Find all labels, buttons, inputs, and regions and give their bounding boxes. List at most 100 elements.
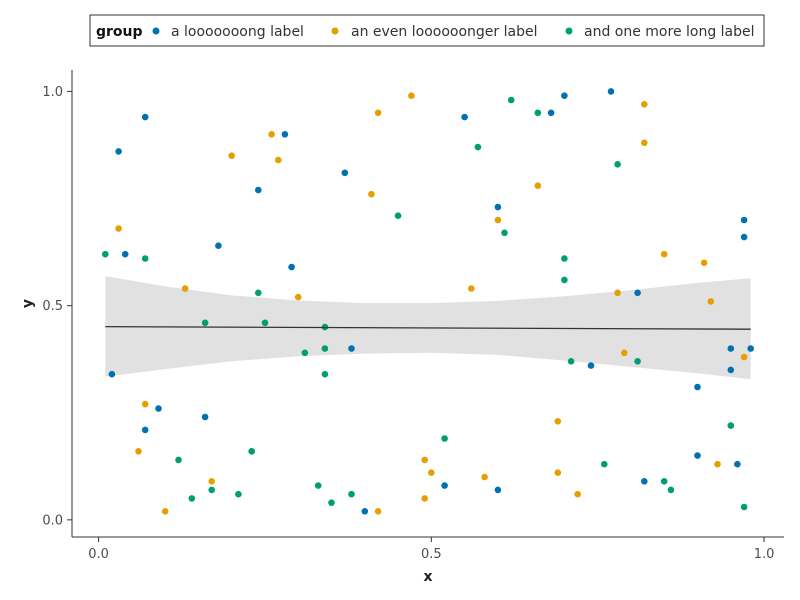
data-point-series2-7 (228, 152, 235, 159)
data-point-series1-5 (141, 113, 149, 121)
data-point-series1-31 (740, 233, 748, 241)
data-point-series3-2 (141, 255, 149, 262)
data-point-series2-3 (141, 400, 149, 408)
data-point-series1-10 (281, 131, 289, 138)
data-point-series3-13 (321, 345, 329, 352)
data-point-series2-19 (468, 285, 475, 292)
data-point-series1-23 (634, 289, 641, 297)
data-point-series3-33 (740, 503, 748, 511)
data-point-series2-25 (574, 490, 581, 498)
data-point-series3-20 (474, 143, 482, 151)
data-point-series1-25 (694, 383, 701, 391)
data-point-series2-22 (534, 182, 542, 189)
trend-line (105, 325, 751, 330)
data-point-series2-31 (700, 259, 708, 267)
data-point-series2-20 (481, 473, 488, 481)
data-point-series1-17 (494, 203, 502, 211)
legend-title: group (96, 24, 143, 40)
data-point-series1-15 (441, 482, 448, 489)
data-point-series2-28 (641, 101, 648, 108)
data-point-series3-31 (667, 486, 675, 494)
legend-label-1: a looooooong label (171, 24, 304, 40)
y-tick-label-1: 0.0 (42, 513, 63, 528)
data-point-series1-12 (341, 169, 349, 177)
data-point-series2-27 (621, 349, 628, 357)
data-point-series1-6 (155, 405, 162, 412)
data-point-series2-4 (161, 508, 169, 515)
data-point-series2-30 (660, 250, 668, 258)
data-point-series2-16 (421, 456, 429, 464)
data-point-series3-26 (567, 358, 575, 365)
data-point-series1-21 (587, 362, 595, 369)
data-point-series2-35 (740, 353, 748, 361)
data-point-series3-21 (501, 229, 508, 237)
legend-marker-3 (565, 27, 573, 35)
data-point-series2-12 (368, 190, 375, 198)
data-point-series2-26 (614, 289, 621, 297)
y-tick-label-2: 0.5 (42, 299, 63, 314)
data-point-series1-11 (288, 263, 295, 271)
data-point-series1-30 (740, 216, 748, 224)
data-point-series3-10 (261, 319, 269, 327)
data-point-series2-21 (494, 216, 502, 224)
data-point-series3-7 (235, 490, 242, 498)
data-point-series3-5 (201, 319, 209, 327)
data-point-series3-19 (441, 435, 448, 442)
data-point-series2-10 (275, 156, 282, 164)
data-point-series3-12 (314, 482, 322, 489)
data-point-series3-3 (175, 456, 182, 464)
legend-marker-2 (331, 27, 339, 35)
data-point-series3-9 (254, 289, 262, 297)
data-point-series3-8 (248, 448, 255, 455)
data-point-series3-16 (328, 499, 335, 507)
x-tick-label-1: 0.0 (88, 547, 109, 562)
data-point-series3-11 (301, 349, 309, 357)
data-point-series2-2 (135, 448, 142, 455)
data-point-series3-24 (561, 276, 568, 284)
data-point-series3-27 (601, 460, 608, 468)
y-axis-title: y (20, 299, 36, 308)
data-point-series3-4 (188, 495, 196, 502)
data-point-series1-4 (141, 426, 149, 434)
data-point-series2-13 (374, 109, 382, 117)
data-point-series2-29 (641, 139, 648, 147)
data-point-series1-13 (348, 345, 355, 352)
data-point-series1-19 (547, 109, 555, 117)
data-point-series2-24 (554, 469, 562, 477)
data-point-series1-24 (641, 478, 648, 485)
data-point-series1-3 (121, 250, 129, 258)
data-point-series3-25 (561, 255, 568, 262)
data-point-series3-29 (634, 358, 641, 365)
legend-marker-1 (152, 27, 160, 35)
data-point-series2-33 (714, 460, 721, 468)
data-point-series2-11 (294, 293, 302, 301)
data-point-series1-1 (108, 370, 116, 378)
legend-label-2: an even loooooonger label (351, 24, 537, 40)
data-point-series1-29 (734, 460, 741, 468)
data-point-series1-2 (115, 148, 122, 155)
data-point-series1-26 (694, 452, 701, 459)
data-point-series3-28 (614, 161, 621, 168)
data-point-series1-27 (727, 345, 735, 352)
data-point-series2-17 (421, 495, 429, 502)
data-point-series2-5 (181, 285, 189, 292)
data-point-series3-30 (660, 478, 668, 485)
data-point-series2-14 (374, 508, 382, 515)
data-point-series2-15 (408, 92, 415, 99)
data-point-series3-23 (534, 109, 542, 117)
data-point-series3-22 (507, 96, 515, 104)
data-point-series3-17 (348, 490, 355, 498)
legend-box (89, 14, 765, 47)
data-point-series1-9 (254, 186, 262, 194)
data-point-series2-9 (268, 131, 275, 138)
x-axis-title: x (423, 569, 432, 585)
data-point-series1-8 (215, 242, 222, 249)
data-point-series1-7 (201, 413, 209, 421)
y-tick-label-3: 1.0 (42, 85, 63, 100)
data-point-series2-1 (115, 225, 122, 232)
data-point-series3-6 (208, 486, 215, 494)
data-point-series3-1 (102, 250, 109, 258)
data-point-series1-28 (727, 366, 735, 374)
